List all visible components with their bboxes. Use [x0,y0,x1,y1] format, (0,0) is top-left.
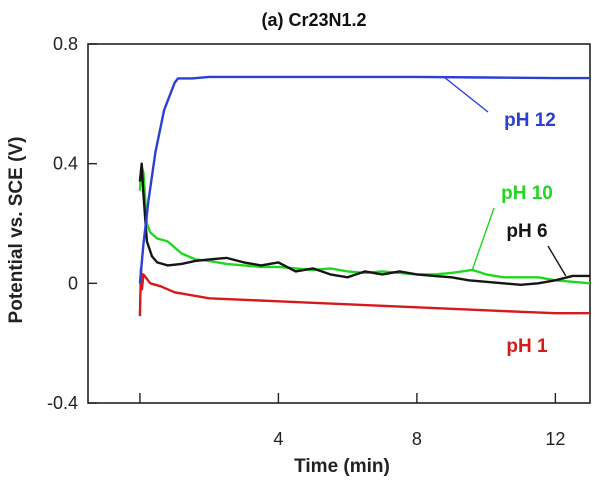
series-label-ph1: pH 1 [506,336,548,357]
series-label-ph10: pH 10 [501,183,553,204]
series-line-ph12 [138,75,590,284]
series-label-ph6: pH 6 [506,221,547,242]
plot-frame [87,43,591,404]
series-label-ph12: pH 12 [504,110,556,131]
y-tick-label: 0.8 [53,34,78,54]
y-tick-label: 0 [68,273,78,293]
x-axis-title: Time (min) [294,456,390,477]
series-line-ph1 [138,267,590,317]
chart-title: (a) Cr23N1.2 [261,10,366,30]
x-tick-label: 12 [545,429,565,449]
y-axis-title: Potential vs. SCE (V) [6,137,27,324]
y-tick-label: -0.4 [47,393,78,413]
leader-line-ph12 [444,76,489,113]
series-line-ph6 [138,162,590,286]
x-tick-label: 4 [273,429,283,449]
x-tick-label: 8 [412,429,422,449]
leader-line-ph10 [471,207,495,271]
y-tick-label: 0.4 [53,154,78,174]
leader-line-ph6 [547,245,567,277]
series-line-ph10 [138,165,591,285]
